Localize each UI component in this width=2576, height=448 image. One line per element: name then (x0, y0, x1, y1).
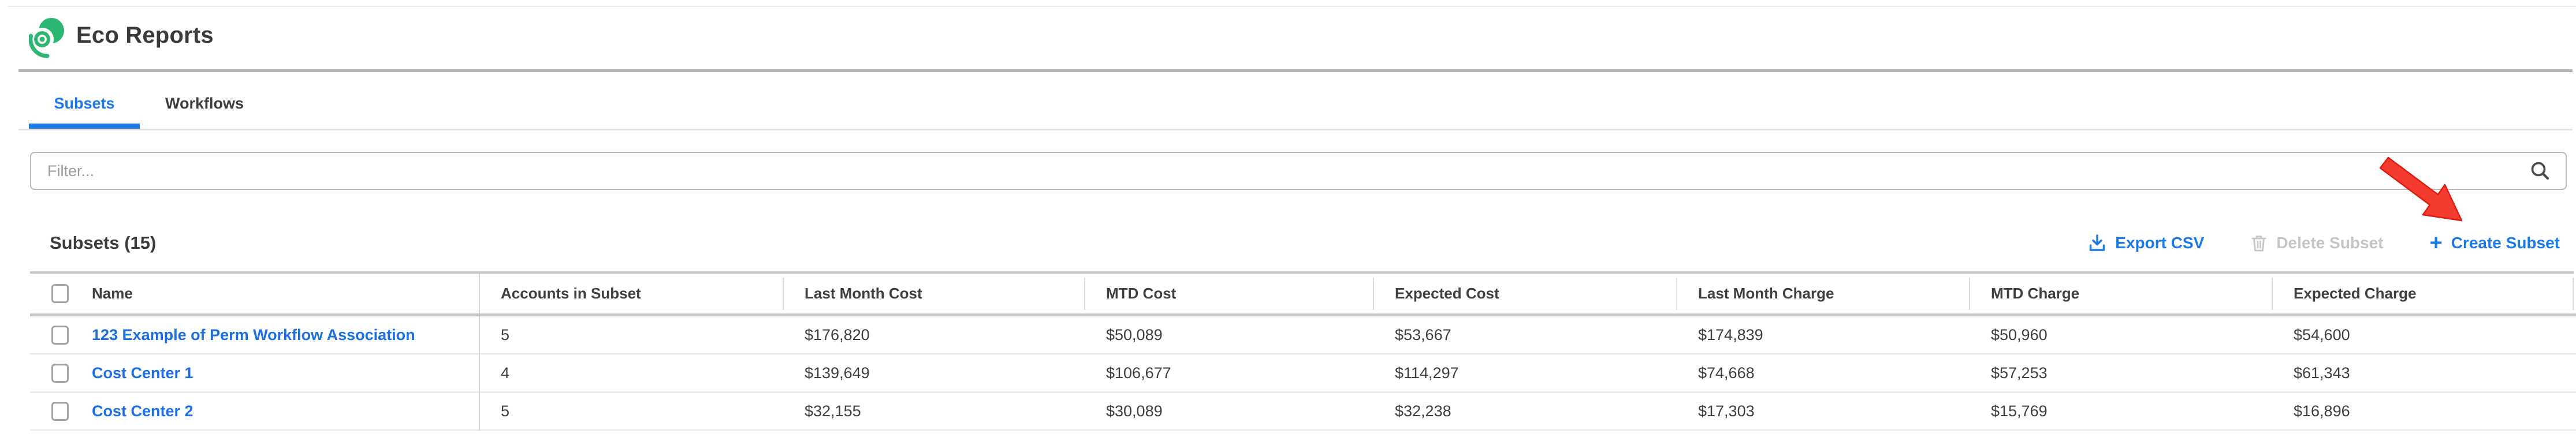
trash-icon (2251, 236, 2266, 252)
last-month-cost-cell: $176,820 (805, 326, 870, 344)
delete-subset-button[interactable]: Delete Subset (2250, 233, 2384, 253)
section-row: Subsets (15) Export CSV Delete Subset (50, 229, 2560, 257)
column-header-last-month-charge: Last Month Charge (1676, 274, 1969, 313)
name-cell: Cost Center 2 (30, 401, 479, 421)
name-cell: Cost Center 1 (30, 363, 479, 383)
header-divider (18, 69, 2573, 72)
mtd-charge-cell: $15,769 (1991, 402, 2048, 420)
mtd-charge-cell: $57,253 (1991, 364, 2048, 382)
create-subset-button[interactable]: + Create Subset (2429, 231, 2560, 255)
column-header-name-label: Name (92, 285, 133, 302)
accounts-cell: 5 (501, 326, 510, 344)
search-icon (2531, 162, 2549, 180)
plus-icon: + (2429, 231, 2443, 255)
mtd-cost-cell: $30,089 (1106, 402, 1163, 420)
expected-charge-cell: $16,896 (2294, 402, 2350, 420)
last-month-charge-cell: $17,303 (1698, 402, 1755, 420)
accounts-cell: 4 (501, 364, 510, 382)
select-all-checkbox[interactable] (51, 284, 69, 303)
tab-baseline (18, 129, 2573, 130)
column-header-expected-charge: Expected Charge (2272, 274, 2573, 313)
row-checkbox[interactable] (51, 401, 69, 421)
table-actions: Export CSV Delete Subset + Create Subset (2088, 231, 2560, 255)
subset-name-link[interactable]: Cost Center 2 (92, 402, 193, 420)
column-header-name: Name (30, 274, 479, 313)
expected-charge-cell: $54,600 (2294, 326, 2350, 344)
subset-name-link[interactable]: 123 Example of Perm Workflow Association (92, 326, 415, 344)
create-subset-label: Create Subset (2451, 234, 2560, 252)
download-icon (2090, 234, 2105, 251)
section-heading: Subsets (15) (50, 233, 157, 253)
mtd-charge-cell: $50,960 (1991, 326, 2048, 344)
subset-name-link[interactable]: Cost Center 1 (92, 364, 193, 382)
filter-box (30, 152, 2567, 190)
expected-charge-cell: $61,343 (2294, 364, 2350, 382)
table-header-row: Name Accounts in Subset Last Month Cost … (30, 274, 2576, 316)
page-title: Eco Reports (76, 23, 214, 48)
column-header-accounts: Accounts in Subset (479, 274, 783, 313)
row-checkbox[interactable] (51, 363, 69, 383)
tab-subsets[interactable]: Subsets (54, 94, 115, 112)
tab-workflows[interactable]: Workflows (165, 94, 244, 112)
last-month-cost-cell: $32,155 (805, 402, 861, 420)
active-tab-underline (29, 124, 140, 129)
accounts-cell: 5 (501, 402, 510, 420)
table-row: Cost Center 1 4 $139,649 $106,677 $114,2… (30, 354, 2576, 393)
table-top-border (30, 271, 2574, 274)
export-csv-button[interactable]: Export CSV (2088, 233, 2204, 253)
tab-bar: Subsets Workflows (29, 84, 269, 122)
column-header-mtd-charge: MTD Charge (1969, 274, 2272, 313)
expected-cost-cell: $114,297 (1395, 364, 1459, 382)
name-column-divider (479, 274, 480, 431)
mtd-cost-cell: $50,089 (1106, 326, 1163, 344)
eco-logo-icon (29, 18, 64, 58)
table-row: Cost Center 2 5 $32,155 $30,089 $32,238 … (30, 393, 2576, 431)
expected-cost-cell: $53,667 (1395, 326, 1451, 344)
table-row: 123 Example of Perm Workflow Association… (30, 316, 2576, 354)
last-month-charge-cell: $74,668 (1698, 364, 1755, 382)
expected-cost-cell: $32,238 (1395, 402, 1451, 420)
app-header: Eco Reports (29, 16, 214, 59)
last-month-charge-cell: $174,839 (1698, 326, 1763, 344)
column-header-expected-cost: Expected Cost (1373, 274, 1676, 313)
name-cell: 123 Example of Perm Workflow Association (30, 325, 479, 345)
header-end-divider (2573, 278, 2574, 310)
last-month-cost-cell: $139,649 (805, 364, 870, 382)
mtd-cost-cell: $106,677 (1106, 364, 1171, 382)
filter-input[interactable] (31, 153, 2530, 189)
column-header-mtd-cost: MTD Cost (1084, 274, 1373, 313)
delete-subset-label: Delete Subset (2276, 234, 2384, 252)
export-csv-label: Export CSV (2115, 234, 2205, 252)
top-border (8, 6, 2576, 7)
subsets-table: Name Accounts in Subset Last Month Cost … (30, 271, 2576, 431)
column-header-last-month-cost: Last Month Cost (783, 274, 1084, 313)
row-checkbox[interactable] (51, 325, 69, 345)
